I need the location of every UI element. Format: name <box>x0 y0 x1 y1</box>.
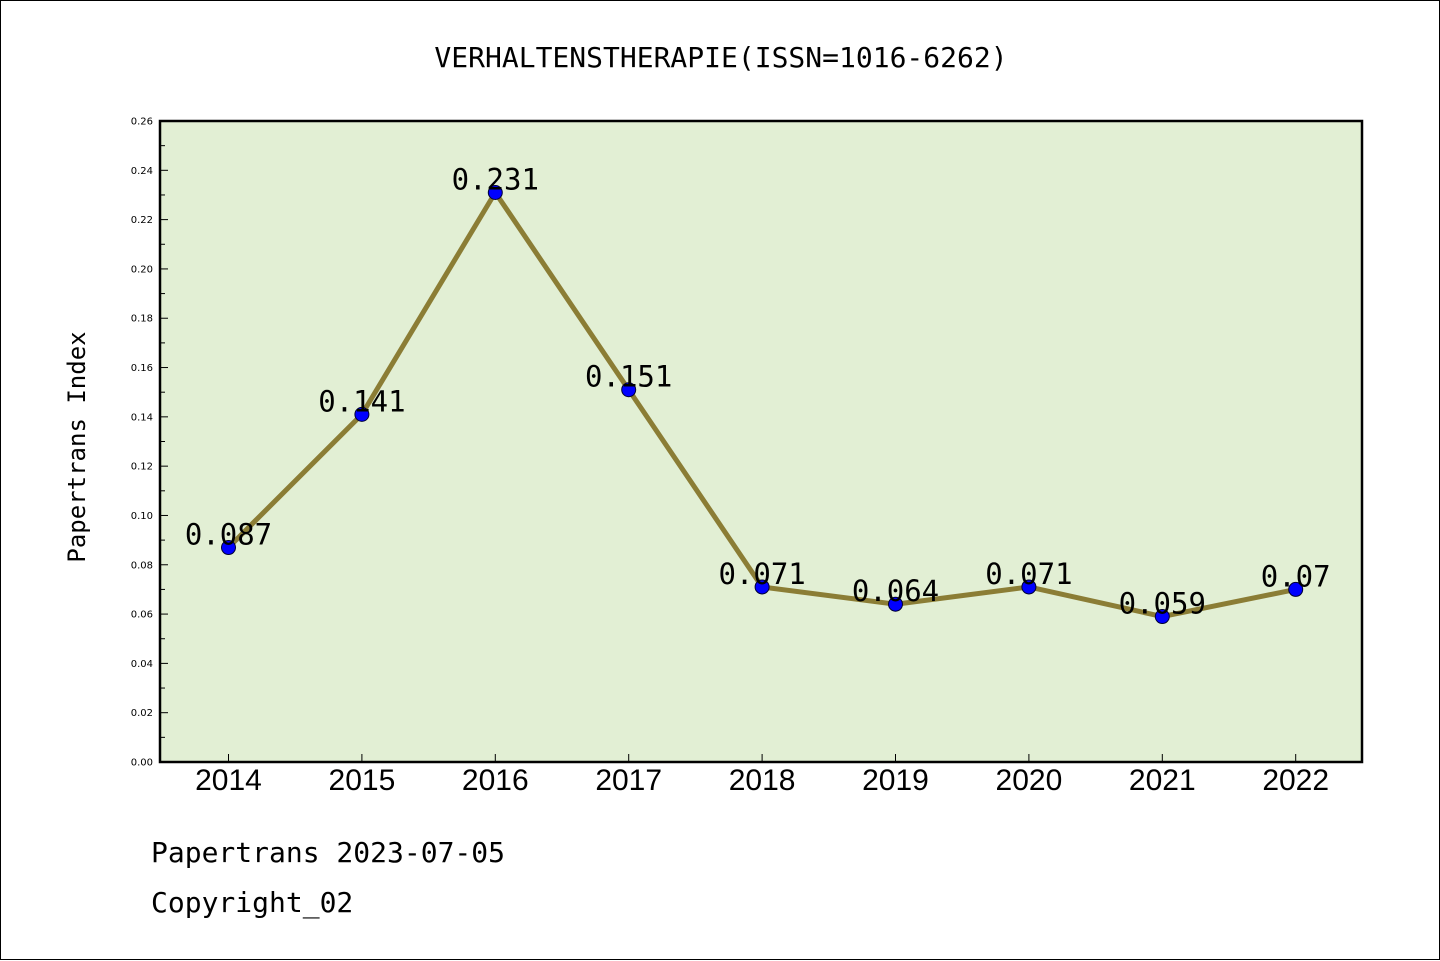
y-tick-label: 0.24 <box>131 166 153 177</box>
plot-area <box>160 121 1362 762</box>
data-label: 0.071 <box>718 557 805 591</box>
y-tick-label: 0.06 <box>131 610 153 621</box>
data-point <box>621 382 637 398</box>
y-axis-ticks: 0.00 0.02 0.04 0.06 0.08 0.10 0.12 0.14 0.16 0.18… <box>131 117 168 769</box>
data-label: 0.059 <box>1119 587 1206 621</box>
data-label: 0.064 <box>852 574 939 608</box>
chart-title: VERHALTENSTHERAPIE(ISSN=1016-6262) <box>434 41 1007 74</box>
x-axis-ticks: 2014 2015 2016 2017 2018 2019 2020 2021 2022 <box>195 754 1329 797</box>
footer-copyright: Copyright_02 <box>151 886 354 919</box>
x-tick-label: 2020 <box>996 764 1063 797</box>
x-tick-label: 2017 <box>595 764 662 797</box>
data-label: 0.07 <box>1261 559 1331 593</box>
y-tick-label: 0.26 <box>131 117 153 128</box>
y-tick-label: 0.20 <box>131 264 153 275</box>
data-label: 0.231 <box>452 162 539 196</box>
data-label: 0.071 <box>985 557 1072 591</box>
data-label: 0.141 <box>318 384 405 418</box>
series-layer <box>221 184 1304 625</box>
footer-date: Papertrans 2023-07-05 <box>151 836 506 869</box>
y-tick-label: 0.00 <box>131 758 153 769</box>
x-tick-label: 2015 <box>329 764 396 797</box>
data-point <box>1154 609 1170 625</box>
y-tick-label: 0.02 <box>131 708 153 719</box>
y-tick-label: 0.04 <box>131 659 153 670</box>
y-tick-label: 0.08 <box>131 560 153 571</box>
data-point <box>888 596 903 612</box>
y-tick-label: 0.14 <box>131 412 153 423</box>
x-tick-label: 2022 <box>1262 764 1329 797</box>
y-tick-label: 0.22 <box>131 215 153 226</box>
x-tick-label: 2014 <box>195 764 262 797</box>
data-point <box>221 540 236 556</box>
data-point <box>1021 579 1037 595</box>
y-tick-label: 0.18 <box>131 314 153 325</box>
x-tick-label: 2018 <box>729 764 796 797</box>
x-tick-label: 2019 <box>862 764 929 797</box>
x-tick-label: 2016 <box>462 764 529 797</box>
x-tick-label: 2021 <box>1129 764 1196 797</box>
data-point <box>354 406 370 422</box>
data-label: 0.087 <box>185 518 272 552</box>
data-labels-layer: 0.087 0.141 0.231 0.151 0.071 0.064 0.071 0.059… <box>185 162 1331 620</box>
plot-border <box>158 119 1364 764</box>
y-tick-label: 0.10 <box>131 511 153 522</box>
data-point <box>487 184 503 200</box>
data-label: 0.151 <box>585 360 672 394</box>
y-tick-label: 0.12 <box>131 462 153 473</box>
y-axis-label: Papertrans Index <box>63 331 91 562</box>
y-tick-label: 0.16 <box>131 363 153 374</box>
data-point <box>754 579 770 595</box>
data-point <box>1288 581 1304 597</box>
